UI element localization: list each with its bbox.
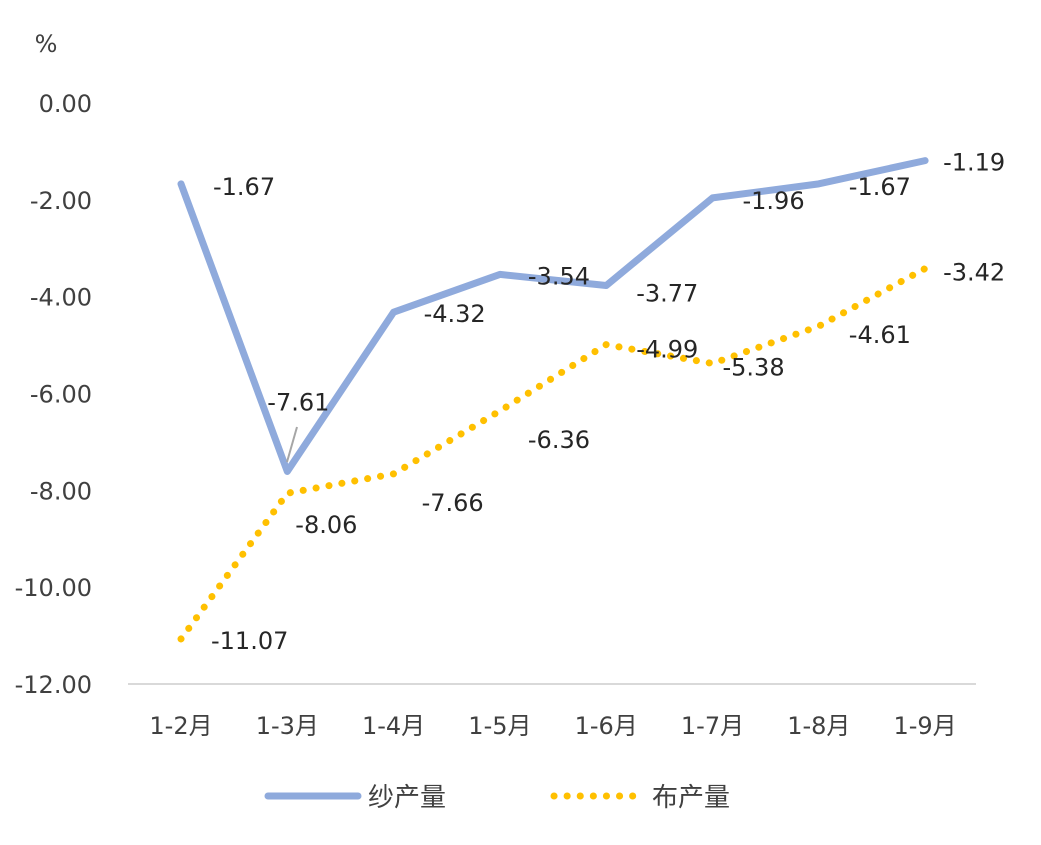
y-tick-label: 0.00 [39, 90, 92, 118]
x-tick-label: 1-6月 [575, 712, 638, 740]
x-tick-label: 1-2月 [149, 712, 212, 740]
x-tick-label: 1-8月 [787, 712, 850, 740]
data-label-fabric: -3.42 [943, 259, 1005, 287]
data-label-yarn: -1.19 [943, 149, 1005, 177]
y-tick-label: -4.00 [30, 284, 92, 312]
y-tick-label: -10.00 [15, 574, 92, 602]
label-leader-line [286, 426, 298, 463]
data-label-fabric: -11.07 [211, 627, 288, 655]
data-label-fabric: -4.99 [636, 336, 698, 364]
y-axis-ticks: 0.00 -2.00 -4.00 -6.00 -8.00 -10.00 -12.00 [15, 90, 92, 699]
legend-label-fabric: 布产量 [652, 783, 730, 813]
data-label-yarn: -4.32 [424, 300, 486, 328]
x-tick-label: 1-4月 [362, 712, 425, 740]
y-tick-label: -12.00 [15, 671, 92, 699]
data-label-fabric: -5.38 [723, 353, 785, 381]
data-label-fabric: -8.06 [295, 511, 357, 539]
data-label-yarn: -7.61 [267, 388, 329, 416]
data-label-fabric: -4.61 [849, 321, 911, 349]
data-label-yarn: -1.67 [849, 173, 911, 201]
series-lines [177, 157, 929, 643]
x-tick-label: 1-9月 [893, 712, 956, 740]
y-unit-label: % [35, 30, 58, 58]
data-label-yarn: -1.96 [743, 187, 805, 215]
y-tick-label: -6.00 [30, 381, 92, 409]
legend: 纱产量 布产量 [264, 783, 730, 813]
data-label-fabric: -7.66 [422, 489, 484, 517]
data-label-yarn: -1.67 [213, 173, 275, 201]
series-line-fabric [177, 265, 929, 643]
legend-label-yarn: 纱产量 [368, 783, 446, 813]
x-axis-ticks: 1-2月 1-3月 1-4月 1-5月 1-6月 1-7月 1-8月 1-9月 [149, 712, 956, 740]
x-tick-label: 1-5月 [468, 712, 531, 740]
x-tick-label: 1-3月 [256, 712, 319, 740]
series-line-yarn [177, 157, 929, 475]
y-tick-label: -2.00 [30, 187, 92, 215]
data-labels: -1.67 -7.61 -4.32 -3.54 -3.77 -1.96 -1.67 -1.19… [211, 149, 1005, 655]
x-tick-label: 1-7月 [681, 712, 744, 740]
data-label-fabric: -6.36 [528, 426, 590, 454]
data-label-yarn: -3.54 [528, 262, 590, 290]
y-tick-label: -8.00 [30, 477, 92, 505]
data-label-yarn: -3.77 [636, 280, 698, 308]
